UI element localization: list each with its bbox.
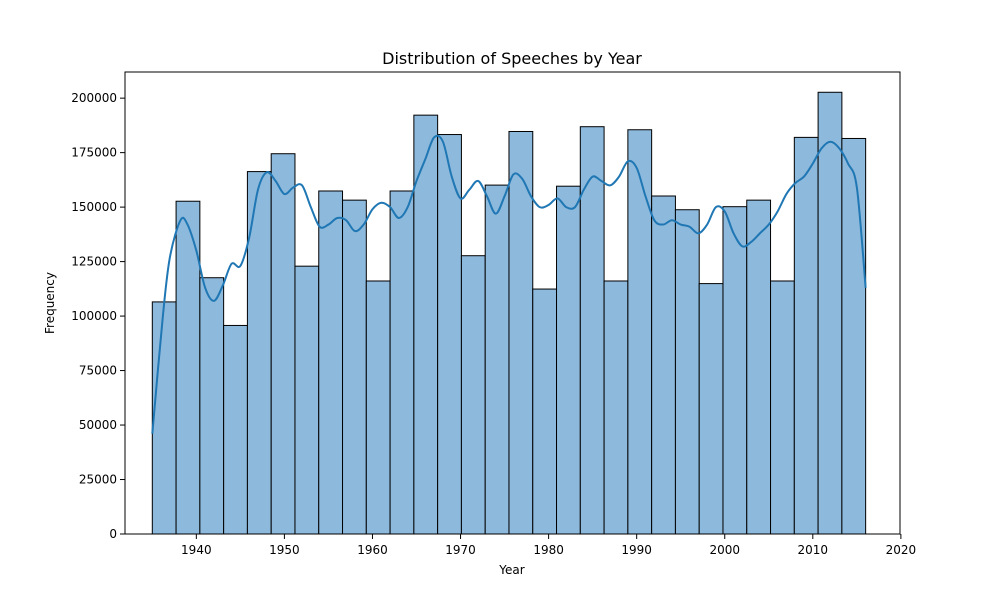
histogram-bar [770, 280, 795, 535]
x-tick-label: 1950 [269, 543, 300, 557]
plot-frame [124, 71, 901, 535]
y-tick-label: 100000 [71, 309, 117, 323]
kde-curve [151, 134, 867, 434]
y-tick-label: 150000 [71, 200, 117, 214]
y-tick-label: 200000 [71, 91, 117, 105]
histogram-bar [365, 280, 391, 535]
y-tick-label: 50000 [79, 418, 117, 432]
x-tick-label: 1940 [181, 543, 212, 557]
x-tick-label: 2000 [709, 543, 740, 557]
y-tick-label: 75000 [79, 364, 117, 378]
histogram-bar [199, 277, 225, 535]
bars-group [151, 91, 867, 535]
histogram-bar [318, 190, 344, 535]
x-tick-label: 1970 [445, 543, 476, 557]
histogram-bar [627, 129, 653, 535]
y-tick-label: 175000 [71, 146, 117, 160]
histogram-bar [484, 184, 510, 535]
histogram-bar [603, 280, 629, 535]
x-tick-label: 2010 [798, 543, 829, 557]
histogram-bar [793, 136, 819, 535]
x-tick-label: 1960 [357, 543, 388, 557]
x-tick-label: 1980 [533, 543, 564, 557]
histogram-bar [532, 288, 558, 535]
histogram-bar [722, 206, 748, 535]
histogram-bar [674, 209, 700, 535]
histogram-bar [151, 301, 177, 535]
x-tick-label: 1990 [621, 543, 652, 557]
histogram-bar [389, 190, 415, 535]
histogram-bar [342, 199, 367, 535]
y-axis-label: Frequency [43, 272, 57, 334]
y-tick-label: 25000 [79, 473, 117, 487]
y-tick-label: 125000 [71, 255, 117, 269]
x-tick-label: 2020 [886, 543, 917, 557]
histogram-bar [460, 255, 486, 535]
histogram-bar [294, 265, 320, 535]
histogram-bar [817, 91, 843, 535]
histogram-bar [556, 185, 581, 535]
histogram-bar [223, 324, 248, 535]
histogram-bar [841, 137, 867, 535]
chart-title: Distribution of Speeches by Year [382, 49, 642, 68]
histogram-bar [651, 195, 676, 535]
y-tick-label: 0 [109, 527, 117, 541]
histogram-bar [698, 283, 724, 535]
x-axis: 1940 1950 1960 1970 1980 1990 2000 2010 2020 [181, 534, 916, 557]
histogram-bar [270, 153, 296, 535]
y-axis: 0 25000 50000 75000 100000 125000 150000 175000… [71, 91, 125, 541]
x-axis-label: Year [498, 563, 524, 577]
histogram-bar [746, 199, 772, 535]
